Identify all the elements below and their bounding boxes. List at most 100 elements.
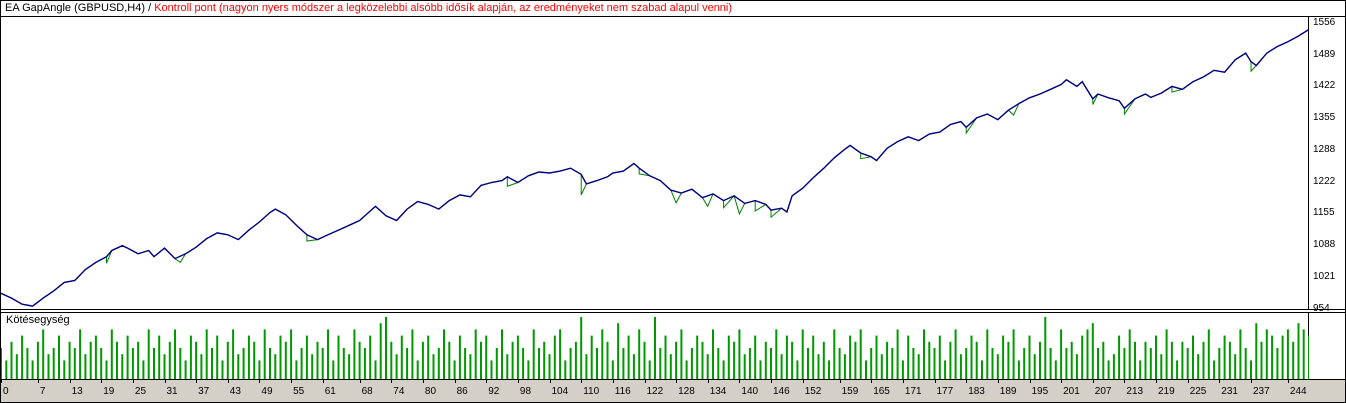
volume-bar [211,348,213,379]
x-axis-tick [1,380,2,383]
x-axis-label: 177 [936,386,954,397]
volume-bar [353,329,356,379]
volume-bar [1271,335,1274,379]
x-axis-tick [69,380,71,383]
volume-bar [15,354,18,379]
volume-bar [406,348,409,379]
volume-bar [379,323,382,379]
x-axis-tick [37,380,39,383]
volume-bar [1012,329,1015,379]
volume-bar [374,360,377,379]
volume-bar [959,354,962,379]
y-axis-label: 1222 [1313,175,1336,187]
x-axis-tick [1061,380,1063,383]
volume-bar [627,335,630,379]
volume-bar [1091,323,1094,379]
volume-bar [342,348,345,379]
volume-bar [638,329,641,379]
volume-bar [859,329,862,379]
volume-bar [131,348,134,379]
volume-bar [1165,329,1168,379]
volume-bar [116,341,118,379]
volume-bar [158,335,161,379]
volume-bar [849,335,852,379]
volume-label: Kötésegység [4,314,72,326]
x-axis-label: 189 [999,386,1017,397]
volume-bar [828,360,830,379]
volume-bar [986,329,989,379]
volume-bar [316,341,319,379]
volume-bar [458,335,461,379]
volume-bar [242,348,245,379]
volume-bar [923,329,925,379]
volume-bar [184,360,187,379]
volume-bar [390,341,393,379]
y-axis-label: 1155 [1313,207,1335,219]
volume-bar [780,354,783,379]
volume-bar [1112,354,1115,379]
volume-bar [1155,335,1157,379]
x-axis-tick [871,380,873,383]
volume-bar [527,360,530,379]
x-axis-tick [517,380,519,383]
volume-bar [337,335,340,379]
volume-bar [522,348,525,379]
volume-bar [838,348,841,379]
volume-bar [279,335,282,379]
x-axis-label: 19 [103,386,115,397]
volume-bar [648,360,651,379]
volume-bar [538,348,540,379]
volume-bar [348,354,351,379]
volume-bar [896,329,899,379]
y-axis-label: 1489 [1313,48,1336,60]
volume-bar [722,360,725,379]
volume-bar [47,354,50,379]
x-axis-tick [359,380,361,383]
volume-bar [237,354,240,379]
volume-bar [701,341,704,379]
volume-bar [464,348,467,379]
volume-bar [1,348,2,379]
x-axis-label: 128 [678,386,695,397]
volume-bar [21,335,24,379]
volume-bar [1186,348,1189,379]
volume-bar [1207,329,1210,379]
volume-bar [654,317,656,379]
volume-bar [1134,341,1136,379]
volume-bar [1049,348,1052,379]
volume-bar [759,360,762,379]
volume-bar [643,341,646,379]
volume-bar [1139,360,1142,379]
x-axis-tick [739,380,741,383]
volume-bar [232,329,235,379]
volume-bar [10,341,13,379]
x-axis-label: 134 [709,386,727,397]
volume-bar [954,329,957,379]
equity-chart [1,17,1309,309]
x-axis-label: 122 [646,386,664,397]
x-axis: 0 7 13 19 25 31 37 43 49 55 61 68 74 80 86 92 98 104 110 11… [1,379,1345,402]
x-axis-label: 140 [741,386,759,397]
volume-bar [411,329,414,379]
volume-bar [1039,341,1041,379]
volume-bar [443,329,445,379]
x-axis-label: 171 [904,386,922,397]
x-axis-label: 43 [229,386,241,397]
x-axis-tick [966,380,968,383]
x-axis-tick [1092,380,1094,383]
volume-bar [617,323,620,379]
x-axis-tick [839,380,841,383]
volume-bar [1002,335,1005,379]
volume-bar [1097,348,1099,379]
volume-bar [63,360,66,379]
volume-bar [1144,341,1147,379]
x-axis-label: 159 [841,386,859,397]
volume-bar [395,354,398,379]
volume-bar [1107,360,1110,379]
volume-bar [1281,335,1284,379]
equity-line [1,28,1309,307]
panel-splitter[interactable] [1,309,1345,313]
x-axis-tick [1124,380,1126,383]
volume-bar [274,354,277,379]
volume-bar [975,341,978,379]
